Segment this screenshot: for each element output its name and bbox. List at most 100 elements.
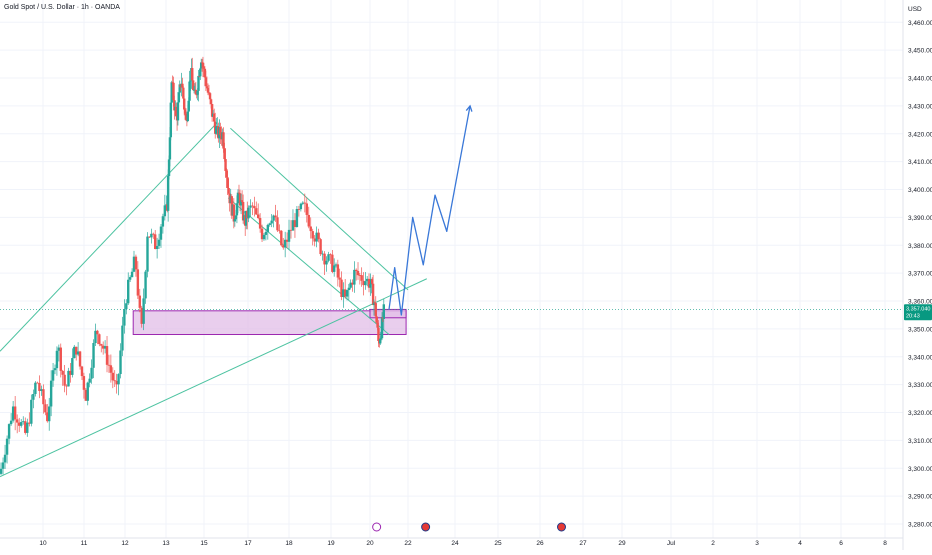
candle-body (331, 254, 334, 272)
candle-body (170, 82, 173, 103)
candle-body (84, 389, 88, 401)
time-axis[interactable]: 10 11 12 13 15 17 18 19 20 22 24 25 26 27 29 Jul 2 3 4 6 8 (0, 537, 903, 547)
candle-body (181, 83, 184, 88)
candle-body (203, 68, 207, 78)
price-tick-label: 3,430.000 (908, 103, 932, 110)
time-tick-label: 26 (536, 540, 544, 547)
candle-body (342, 289, 345, 298)
candle-body (176, 102, 180, 121)
candle-body (159, 226, 163, 240)
candle-body (28, 422, 31, 424)
candle-body (297, 208, 301, 210)
candle-body (338, 277, 341, 280)
candle-body (187, 100, 190, 112)
candle-body (370, 279, 374, 284)
candle-body (291, 220, 295, 231)
candle-body (115, 380, 118, 385)
price-tick-label: 3,450.000 (908, 48, 932, 55)
candle-body (34, 382, 37, 395)
time-tick-label: 13 (162, 540, 170, 547)
time-tick-label: 29 (618, 540, 626, 547)
candle-body (349, 282, 352, 288)
candle-body (78, 351, 82, 367)
candle-body (0, 468, 3, 474)
candle-body (150, 233, 153, 238)
candle-body (215, 126, 218, 134)
candle-body (367, 278, 371, 288)
candle-body (278, 230, 281, 232)
candle-body (5, 438, 9, 455)
time-tick-label: 2 (711, 540, 715, 547)
price-tick-label: 3,360.000 (908, 299, 932, 306)
candle-body (103, 346, 107, 349)
candle-body (377, 327, 380, 342)
candle-body (9, 420, 13, 425)
candle-body (253, 206, 256, 209)
candle-body (197, 75, 200, 91)
support-zones[interactable] (132, 308, 407, 336)
candle-body (55, 350, 59, 369)
candle-body (222, 132, 225, 149)
price-tick-label: 3,300.000 (908, 466, 932, 473)
candle-body (313, 238, 316, 242)
candle-body (1, 462, 5, 469)
candle-body (371, 283, 375, 305)
candle-body (136, 269, 140, 296)
candle-body (289, 229, 293, 231)
event-markers[interactable] (372, 522, 566, 532)
time-tick-label: 17 (244, 540, 252, 547)
candle-body (148, 236, 151, 238)
candle-body (140, 307, 143, 324)
candle-body (208, 93, 212, 100)
candle-body (111, 372, 115, 381)
candle-body (303, 202, 307, 204)
candle-body (132, 256, 136, 272)
candle-body (98, 334, 101, 345)
candle-body (61, 370, 64, 375)
candle-body (36, 382, 39, 384)
candle-body (223, 148, 226, 160)
candle-body (345, 290, 349, 297)
projection-path (388, 105, 471, 316)
candle-body (167, 159, 171, 177)
candle-body (119, 350, 122, 375)
candle-body (209, 99, 213, 105)
candle-body (163, 205, 167, 217)
price-projection[interactable] (388, 104, 473, 316)
candle-body (305, 203, 308, 215)
candle-body (67, 370, 70, 387)
candle-body (169, 102, 173, 138)
candle-body (86, 382, 89, 401)
candle-body (241, 201, 245, 221)
candle-body (327, 254, 330, 261)
price-axis[interactable]: 3,460.000 3,450.000 3,440.000 3,430.000 3,42… (902, 0, 932, 550)
candle-body (3, 454, 7, 463)
candle-body (353, 269, 356, 285)
candle-body (332, 265, 336, 272)
candle-body (166, 176, 170, 211)
price-tick-label: 3,350.000 (908, 326, 932, 333)
candle-body (40, 389, 43, 391)
candle-body (264, 232, 268, 235)
candle-body (201, 62, 205, 68)
candle-body (236, 192, 240, 204)
trendline-bottom (0, 278, 428, 478)
candle-body (7, 424, 11, 439)
candle-body (80, 366, 84, 377)
candle-body (92, 343, 95, 368)
candle-body (372, 302, 376, 305)
candle-body (240, 200, 244, 202)
candle-body (272, 215, 275, 221)
time-tick-label: 24 (451, 540, 459, 547)
time-tick-label: 12 (121, 540, 129, 547)
candle-body (301, 202, 305, 204)
candle-body (307, 214, 310, 227)
trendlines[interactable] (0, 122, 903, 478)
candle-body (212, 113, 216, 122)
candle-body (96, 330, 99, 335)
chart-title: Gold Spot / U.S. Dollar · 1h · OANDA (4, 4, 120, 11)
candle-body (336, 264, 340, 278)
